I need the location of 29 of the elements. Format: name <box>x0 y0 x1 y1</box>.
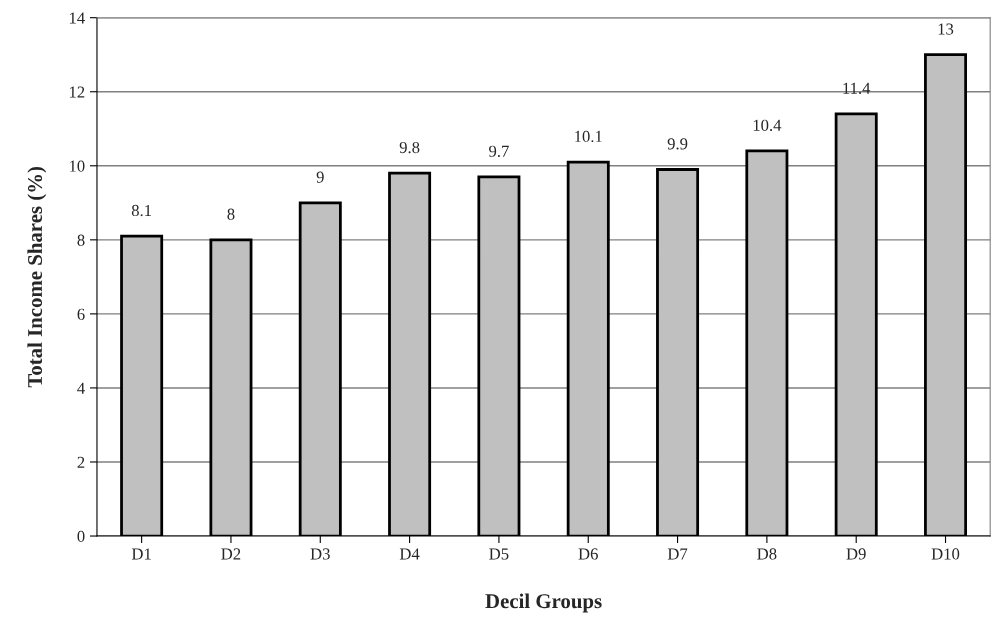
data-label: 13 <box>938 23 954 35</box>
y-tick-label: 6 <box>77 308 85 320</box>
y-tick-label: 2 <box>77 456 85 468</box>
data-label: 9.8 <box>399 141 420 154</box>
data-label: 10.4 <box>753 119 782 131</box>
x-tick-label: D3 <box>310 548 330 560</box>
data-label: 9.9 <box>667 138 688 150</box>
x-tick-label: D2 <box>221 548 241 560</box>
y-axis-title: Total Income Shares (%) <box>27 166 47 388</box>
data-label: 9.7 <box>489 145 509 157</box>
y-tick-label: 14 <box>69 12 85 24</box>
x-tick-label: D1 <box>131 548 151 560</box>
x-tick-label: D4 <box>399 548 420 560</box>
x-tick-label: D7 <box>667 548 688 560</box>
data-label: 8.1 <box>131 204 152 217</box>
y-tick-label: 0 <box>77 530 85 542</box>
y-tick-label: 10 <box>69 160 85 172</box>
y-tick-label: 12 <box>69 86 85 98</box>
x-tick-label: D9 <box>846 548 866 560</box>
x-tick-label: D5 <box>489 548 509 560</box>
y-tick-label: 4 <box>77 382 85 394</box>
y-tick-label: 8 <box>77 234 85 246</box>
x-tick-label: D6 <box>578 548 598 560</box>
data-label: 8 <box>227 208 235 220</box>
data-label: 10.1 <box>575 130 602 143</box>
x-axis-title: Decil Groups <box>485 593 602 613</box>
x-tick-label: D8 <box>757 548 777 560</box>
x-tick-label: D10 <box>931 548 960 560</box>
data-label: 9 <box>316 171 324 183</box>
